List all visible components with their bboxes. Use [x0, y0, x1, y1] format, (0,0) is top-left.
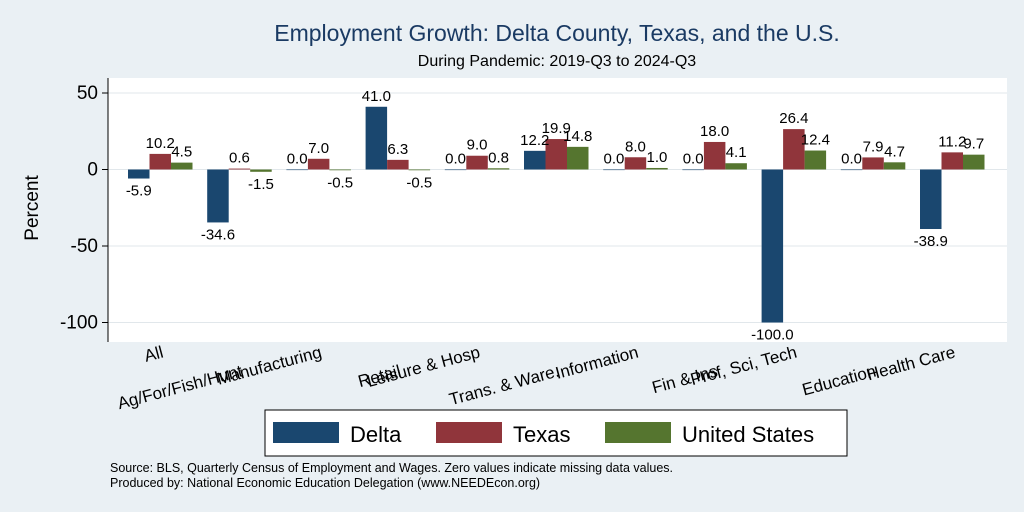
bar [171, 162, 193, 170]
bar [444, 169, 467, 171]
bar [682, 169, 704, 171]
bar [883, 162, 906, 170]
data-label: 4.1 [726, 144, 747, 161]
data-label: 19.9 [542, 120, 571, 137]
y-tick-label: 50 [77, 83, 98, 104]
source-note: Source: BLS, Quarterly Census of Employm… [110, 461, 673, 475]
data-label: 10.2 [146, 135, 175, 152]
bar [761, 169, 784, 323]
legend-swatch [605, 422, 671, 443]
data-label: -1.5 [248, 176, 274, 193]
data-label: 0.0 [287, 151, 308, 168]
bar [603, 169, 625, 171]
legend-label: Delta [350, 422, 402, 447]
data-label: 9.7 [963, 136, 984, 153]
data-label: 12.4 [801, 132, 830, 149]
y-tick-label: 0 [87, 160, 98, 181]
data-label: -38.9 [914, 233, 948, 250]
data-label: 12.2 [520, 132, 549, 149]
bar [703, 141, 726, 170]
producer-note: Produced by: National Economic Education… [110, 476, 540, 490]
data-label: 9.0 [467, 137, 488, 154]
data-label: 4.5 [171, 144, 192, 161]
bar [466, 155, 488, 170]
bar [646, 167, 668, 170]
x-tick-label: All [142, 343, 165, 366]
y-tick-label: -100 [60, 313, 98, 334]
data-label: -34.6 [201, 226, 235, 243]
bar [941, 152, 963, 170]
data-label: -0.5 [327, 174, 353, 191]
bar [487, 168, 510, 170]
bar [286, 169, 308, 171]
value-labels: -5.9 -34.6 0.0 41.0 0.0 12.2 0.0 0.0 -100.0 0.0 -3… [126, 88, 984, 344]
legend-label: United States [682, 422, 814, 447]
chart-subtitle: During Pandemic: 2019-Q3 to 2024-Q3 [418, 53, 696, 70]
bar [207, 169, 229, 223]
bar [387, 159, 409, 170]
y-tick-label: -50 [71, 236, 98, 257]
bar [307, 158, 330, 170]
bar [524, 150, 546, 170]
data-label: 14.8 [563, 128, 592, 145]
bar [725, 163, 747, 170]
bar [128, 169, 150, 179]
data-label: -5.9 [126, 183, 152, 200]
legend-box [264, 409, 848, 457]
bar-series [128, 106, 985, 323]
data-label: 0.0 [445, 151, 466, 168]
data-label: 0.0 [604, 151, 625, 168]
data-label: 0.8 [488, 149, 509, 166]
bar [228, 168, 251, 170]
data-label: -0.5 [406, 174, 432, 191]
bar [408, 169, 431, 171]
data-label: 0.0 [841, 151, 862, 168]
y-axis-label: Percent [22, 175, 43, 241]
bar [149, 153, 171, 170]
bar [624, 157, 647, 170]
bar [250, 169, 272, 172]
data-label: 26.4 [779, 110, 808, 127]
data-label: -100.0 [751, 327, 794, 344]
y-axis-ticks: -100 -50 0 50 [60, 83, 108, 334]
bar [567, 146, 589, 170]
data-label: 0.0 [683, 151, 704, 168]
data-label: 4.7 [884, 143, 905, 160]
data-label: 18.0 [700, 123, 729, 140]
legend-swatch [436, 422, 502, 443]
bar [963, 154, 985, 170]
legend-label: Texas [513, 422, 570, 447]
bar [862, 157, 884, 170]
bar [365, 106, 388, 170]
data-label: 8.0 [625, 138, 646, 155]
data-label: 7.0 [308, 140, 329, 157]
data-label: 7.9 [863, 138, 884, 155]
bar [920, 169, 942, 230]
data-label: 1.0 [647, 149, 668, 166]
data-label: 11.2 [938, 133, 966, 150]
plot-area [108, 78, 1007, 342]
chart-title: Employment Growth: Delta County, Texas, … [274, 20, 839, 46]
legend: Delta Texas United States [264, 409, 848, 457]
data-label: 6.3 [387, 141, 408, 158]
bar [840, 169, 863, 171]
bar [804, 150, 827, 170]
bar [545, 139, 567, 170]
data-label: 41.0 [362, 88, 391, 105]
legend-swatch [273, 422, 339, 443]
data-label: 0.6 [229, 150, 250, 167]
bar [783, 129, 805, 170]
bar [329, 169, 351, 171]
